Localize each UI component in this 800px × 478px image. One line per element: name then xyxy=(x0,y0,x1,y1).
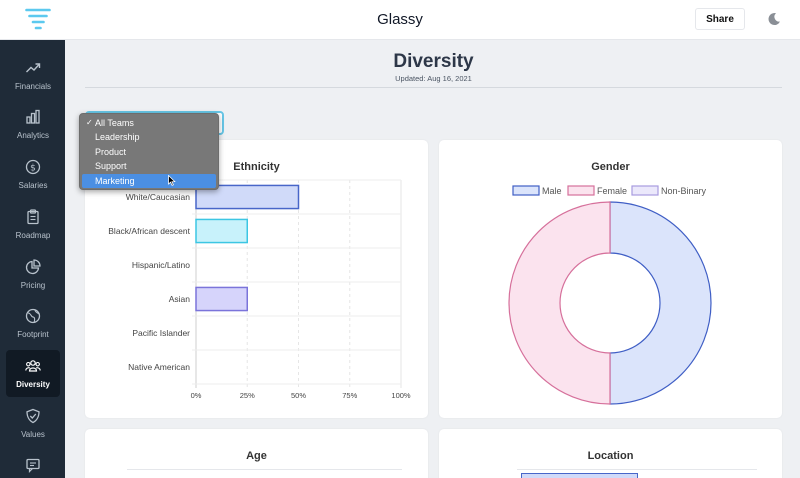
team-option-support[interactable]: Support xyxy=(82,159,216,173)
age-chart-title: Age xyxy=(246,450,267,462)
sidebar-item-label: Footprint xyxy=(17,330,49,339)
team-dropdown-menu: ✓ All Teams Leadership Product Support M… xyxy=(79,113,219,190)
team-option-product[interactable]: Product xyxy=(82,145,216,159)
mouse-cursor-icon xyxy=(168,175,176,186)
sidebar-item-values[interactable]: Values xyxy=(6,400,60,447)
sidebar-item-label: Salaries xyxy=(18,181,48,190)
location-bar xyxy=(521,473,638,478)
dollar-icon: $ xyxy=(25,159,41,175)
message-icon xyxy=(26,458,40,473)
shield-check-icon xyxy=(26,408,40,424)
ethnicity-chart-title: Ethnicity xyxy=(233,161,280,173)
svg-text:$: $ xyxy=(30,163,36,173)
app-title: Glassy xyxy=(377,11,423,28)
sidebar-item-financials[interactable]: Financials xyxy=(6,52,60,99)
sidebar-item-label: Roadmap xyxy=(15,231,51,240)
sidebar: Financials Analytics $ Salaries Roadmap … xyxy=(0,40,65,478)
sidebar-item-salaries[interactable]: $ Salaries xyxy=(6,151,60,198)
sidebar-item-messages[interactable] xyxy=(6,449,60,478)
team-option-label: Leadership xyxy=(95,132,140,142)
location-chart-gridline xyxy=(517,469,757,470)
team-option-label: Product xyxy=(95,147,127,157)
sidebar-item-analytics[interactable]: Analytics xyxy=(6,101,60,148)
gender-card: Gender xyxy=(439,140,782,418)
age-card: Age xyxy=(85,429,428,478)
team-option-all-teams[interactable]: ✓ All Teams xyxy=(82,116,216,130)
page-title: Diversity xyxy=(393,51,474,72)
sidebar-item-label: Values xyxy=(21,430,45,439)
team-option-label: All Teams xyxy=(95,118,134,128)
team-option-marketing[interactable]: Marketing xyxy=(82,174,216,188)
title-divider xyxy=(85,87,782,88)
pie-chart-icon xyxy=(25,259,41,275)
sidebar-item-pricing[interactable]: Pricing xyxy=(6,251,60,298)
gender-chart-title: Gender xyxy=(591,161,630,173)
updated-timestamp: Updated: Aug 16, 2021 xyxy=(395,74,472,83)
team-option-label: Support xyxy=(95,161,127,171)
sidebar-item-label: Financials xyxy=(14,82,51,91)
top-bar: Glassy Share xyxy=(0,0,800,40)
team-option-label: Marketing xyxy=(95,176,135,186)
tornado-logo-icon[interactable] xyxy=(25,7,51,33)
team-option-leadership[interactable]: Leadership xyxy=(82,130,216,144)
sidebar-item-diversity[interactable]: Diversity xyxy=(6,350,60,397)
share-button[interactable]: Share xyxy=(695,8,745,30)
people-icon xyxy=(25,360,41,372)
sidebar-item-label: Analytics xyxy=(16,131,49,140)
sidebar-item-label: Pricing xyxy=(20,281,46,290)
checkmark-icon: ✓ xyxy=(86,118,93,127)
sidebar-item-footprint[interactable]: Footprint xyxy=(6,300,60,347)
location-card: Location xyxy=(439,429,782,478)
age-chart-gridline xyxy=(127,469,402,470)
sidebar-item-label: Diversity xyxy=(16,380,50,389)
trending-up-icon xyxy=(26,63,41,73)
sidebar-item-roadmap[interactable]: Roadmap xyxy=(6,201,60,248)
bar-chart-icon xyxy=(26,109,40,124)
moon-icon[interactable] xyxy=(767,12,781,26)
location-chart-title: Location xyxy=(587,450,634,462)
globe-icon xyxy=(25,308,41,324)
clipboard-icon xyxy=(27,209,39,225)
